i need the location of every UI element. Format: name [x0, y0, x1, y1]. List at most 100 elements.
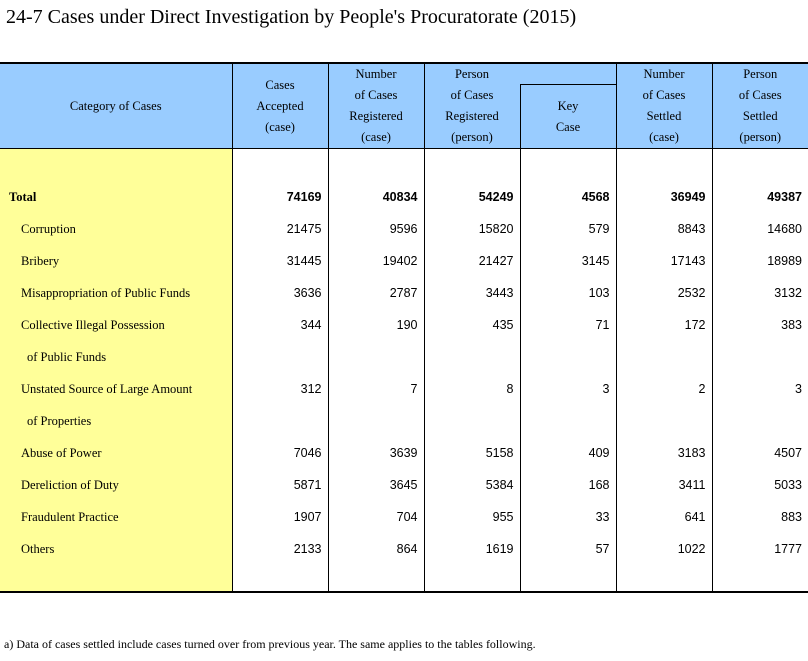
- cell-value: 103: [519, 277, 616, 309]
- cell-value: 71: [519, 309, 616, 341]
- cell-value: 2: [615, 373, 712, 405]
- cell-value: 190: [327, 309, 424, 341]
- row-label: Total: [0, 181, 232, 213]
- cell-value: 40834: [327, 181, 424, 213]
- row-label-continuation: of Properties: [0, 405, 232, 437]
- table-row: Total 74169 40834 54249 4568 36949 49387: [0, 181, 808, 213]
- cell-value: 5033: [711, 469, 808, 501]
- footnote: a) Data of cases settled include cases t…: [4, 637, 536, 651]
- cell-value: 21475: [231, 213, 328, 245]
- cell-value: 955: [423, 501, 520, 533]
- cell-value: 864: [327, 533, 424, 565]
- header-persons-settled: Person of Cases Settled (person): [711, 62, 808, 149]
- cell-value: 3636: [231, 277, 328, 309]
- row-label: Collective Illegal Possession: [0, 309, 232, 341]
- cell-value: 383: [711, 309, 808, 341]
- cell-value: 312: [231, 373, 328, 405]
- cell-value: 5871: [231, 469, 328, 501]
- cell-value: 409: [519, 437, 616, 469]
- cell-value: 7046: [231, 437, 328, 469]
- empty-cell: [423, 341, 520, 373]
- cell-value: 1777: [711, 533, 808, 565]
- cell-value: 74169: [231, 181, 328, 213]
- end-spacer-row: [0, 565, 808, 593]
- empty-cell: [711, 341, 808, 373]
- row-label-continuation: of Public Funds: [0, 341, 232, 373]
- empty-cell: [327, 341, 424, 373]
- cell-value: 435: [423, 309, 520, 341]
- cell-value: 33: [519, 501, 616, 533]
- table-row-continuation: of Properties: [0, 405, 808, 437]
- table-header: Category of Cases Cases Accepted (case) Nu…: [0, 62, 808, 149]
- table-row-continuation: of Public Funds: [0, 341, 808, 373]
- cell-value: 4568: [519, 181, 616, 213]
- cell-value: 21427: [423, 245, 520, 277]
- row-label: Others: [0, 533, 232, 565]
- row-label: Corruption: [0, 213, 232, 245]
- cell-value: 1022: [615, 533, 712, 565]
- cell-value: 3132: [711, 277, 808, 309]
- table-row: Misappropriation of Public Funds 3636 2787…: [0, 277, 808, 309]
- header-key-case-spacer: [520, 62, 616, 85]
- header-category: Category of Cases: [0, 62, 232, 149]
- row-label: Fraudulent Practice: [0, 501, 232, 533]
- empty-cell: [615, 341, 712, 373]
- cell-value: 2787: [327, 277, 424, 309]
- empty-cell: [327, 405, 424, 437]
- cell-value: 3443: [423, 277, 520, 309]
- header-persons-registered: Person of Cases Registered (person): [423, 62, 520, 149]
- row-label: Misappropriation of Public Funds: [0, 277, 232, 309]
- table-body: Total 74169 40834 54249 4568 36949 49387 Corrup…: [0, 148, 808, 593]
- cell-value: 4507: [711, 437, 808, 469]
- cell-value: 17143: [615, 245, 712, 277]
- header-cases-registered: Number of Cases Registered (case): [327, 62, 424, 149]
- empty-cell: [615, 405, 712, 437]
- page-title: 24-7 Cases under Direct Investigation by…: [6, 6, 577, 28]
- table-row: Others 2133 864 1619 57 1022 1777: [0, 533, 808, 565]
- cell-value: 54249: [423, 181, 520, 213]
- empty-cell: [231, 405, 328, 437]
- cell-value: 36949: [615, 181, 712, 213]
- row-label: Abuse of Power: [0, 437, 232, 469]
- cell-value: 3: [519, 373, 616, 405]
- cell-value: 19402: [327, 245, 424, 277]
- cell-value: 1619: [423, 533, 520, 565]
- cell-value: 1907: [231, 501, 328, 533]
- cell-value: 344: [231, 309, 328, 341]
- cell-value: 5158: [423, 437, 520, 469]
- cell-value: 3645: [327, 469, 424, 501]
- cell-value: 2133: [231, 533, 328, 565]
- cell-value: 15820: [423, 213, 520, 245]
- cell-value: 168: [519, 469, 616, 501]
- row-label: Bribery: [0, 245, 232, 277]
- table-row: Unstated Source of Large Amount 312 7 8 3 2 3: [0, 373, 808, 405]
- cell-value: 641: [615, 501, 712, 533]
- cell-value: 3411: [615, 469, 712, 501]
- cell-value: 3183: [615, 437, 712, 469]
- cell-value: 57: [519, 533, 616, 565]
- header-cases-accepted: Cases Accepted (case): [231, 62, 328, 149]
- cell-value: 31445: [231, 245, 328, 277]
- cell-value: 704: [327, 501, 424, 533]
- row-label: Dereliction of Duty: [0, 469, 232, 501]
- row-label: Unstated Source of Large Amount: [0, 373, 232, 405]
- data-table: Category of Cases Cases Accepted (case) Nu…: [0, 62, 808, 593]
- table-row: Abuse of Power 7046 3639 5158 409 3183 4507: [0, 437, 808, 469]
- cell-value: 7: [327, 373, 424, 405]
- cell-value: 2532: [615, 277, 712, 309]
- table-row: Fraudulent Practice 1907 704 955 33 641 883: [0, 501, 808, 533]
- table-row: Collective Illegal Possession 344 190 435 71…: [0, 309, 808, 341]
- empty-cell: [711, 405, 808, 437]
- empty-cell: [519, 405, 616, 437]
- cell-value: 3145: [519, 245, 616, 277]
- cell-value: 14680: [711, 213, 808, 245]
- cell-value: 883: [711, 501, 808, 533]
- empty-cell: [519, 341, 616, 373]
- cell-value: 8: [423, 373, 520, 405]
- cell-value: 8843: [615, 213, 712, 245]
- cell-value: 579: [519, 213, 616, 245]
- cell-value: 3: [711, 373, 808, 405]
- spacer-row: [0, 148, 808, 181]
- cell-value: 3639: [327, 437, 424, 469]
- empty-cell: [231, 341, 328, 373]
